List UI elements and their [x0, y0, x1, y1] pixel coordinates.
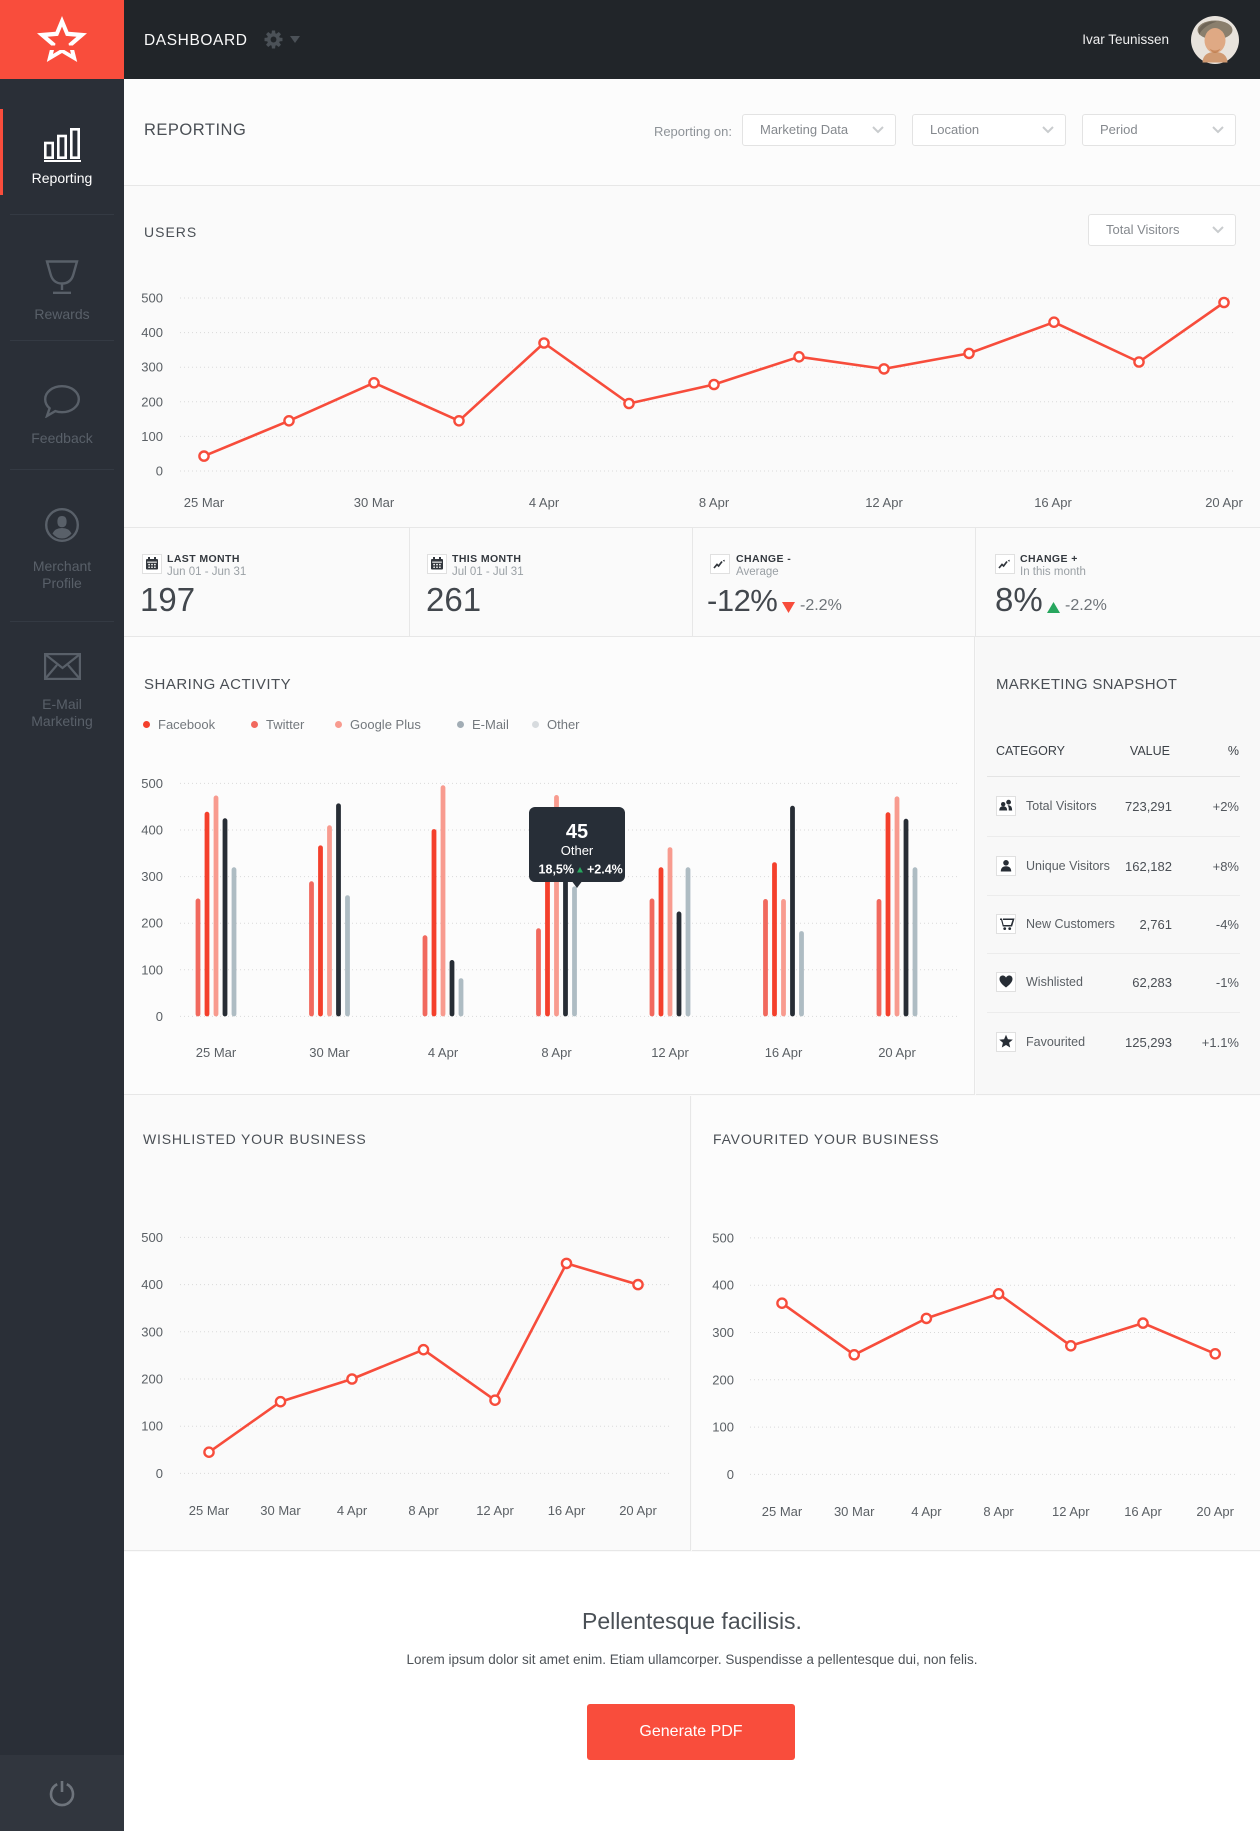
svg-text:0: 0 — [727, 1467, 734, 1482]
svg-text:300: 300 — [712, 1325, 734, 1340]
svg-text:100: 100 — [712, 1420, 734, 1435]
svg-text:100: 100 — [141, 1419, 163, 1434]
svg-text:4 Apr: 4 Apr — [911, 1504, 942, 1519]
svg-text:20 Apr: 20 Apr — [619, 1503, 657, 1518]
svg-text:25 Mar: 25 Mar — [196, 1045, 237, 1060]
svg-text:30 Mar: 30 Mar — [834, 1504, 875, 1519]
svg-text:4 Apr: 4 Apr — [337, 1503, 368, 1518]
svg-text:300: 300 — [141, 360, 163, 375]
svg-text:45: 45 — [566, 821, 588, 843]
svg-text:4 Apr: 4 Apr — [529, 495, 560, 510]
svg-text:25 Mar: 25 Mar — [184, 495, 225, 510]
svg-text:18,5%: 18,5% — [539, 863, 574, 877]
svg-text:20 Apr: 20 Apr — [878, 1045, 916, 1060]
svg-text:0: 0 — [156, 1009, 163, 1024]
svg-text:100: 100 — [141, 962, 163, 977]
svg-text:20 Apr: 20 Apr — [1196, 1504, 1234, 1519]
svg-text:16 Apr: 16 Apr — [1034, 495, 1072, 510]
svg-text:500: 500 — [712, 1230, 734, 1245]
svg-text:200: 200 — [141, 916, 163, 931]
svg-text:0: 0 — [156, 1466, 163, 1481]
svg-text:30 Mar: 30 Mar — [260, 1503, 301, 1518]
svg-text:4 Apr: 4 Apr — [428, 1045, 459, 1060]
svg-text:16 Apr: 16 Apr — [1124, 1504, 1162, 1519]
svg-text:100: 100 — [141, 429, 163, 444]
svg-text:16 Apr: 16 Apr — [548, 1503, 586, 1518]
svg-text:20 Apr: 20 Apr — [1205, 495, 1243, 510]
svg-text:8 Apr: 8 Apr — [541, 1045, 572, 1060]
svg-text:12 Apr: 12 Apr — [1052, 1504, 1090, 1519]
svg-text:30 Mar: 30 Mar — [309, 1045, 350, 1060]
svg-text:8 Apr: 8 Apr — [699, 495, 730, 510]
svg-text:400: 400 — [141, 1277, 163, 1292]
svg-text:25 Mar: 25 Mar — [189, 1503, 230, 1518]
svg-text:200: 200 — [712, 1372, 734, 1387]
svg-text:Other: Other — [561, 843, 594, 858]
svg-text:400: 400 — [141, 823, 163, 838]
svg-text:0: 0 — [156, 464, 163, 479]
svg-text:8 Apr: 8 Apr — [408, 1503, 439, 1518]
svg-text:300: 300 — [141, 1324, 163, 1339]
svg-text:12 Apr: 12 Apr — [865, 495, 903, 510]
svg-text:12 Apr: 12 Apr — [476, 1503, 514, 1518]
svg-text:400: 400 — [141, 325, 163, 340]
svg-text:400: 400 — [712, 1278, 734, 1293]
svg-text:25 Mar: 25 Mar — [762, 1504, 803, 1519]
svg-text:500: 500 — [141, 1230, 163, 1245]
svg-text:16 Apr: 16 Apr — [765, 1045, 803, 1060]
svg-text:+2.4%: +2.4% — [587, 863, 623, 877]
svg-text:300: 300 — [141, 869, 163, 884]
svg-text:200: 200 — [141, 1372, 163, 1387]
svg-text:8 Apr: 8 Apr — [983, 1504, 1014, 1519]
svg-text:500: 500 — [141, 291, 163, 306]
svg-text:12 Apr: 12 Apr — [651, 1045, 689, 1060]
svg-text:200: 200 — [141, 394, 163, 409]
svg-text:30 Mar: 30 Mar — [354, 495, 395, 510]
svg-text:500: 500 — [141, 776, 163, 791]
